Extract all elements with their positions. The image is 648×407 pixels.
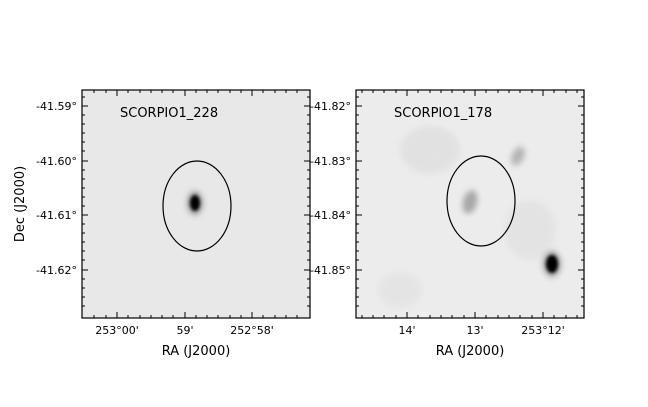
panel-right: -41.82° -41.83° -41.84° -41.85° 14' 13' … [310, 89, 585, 359]
y-axis-label: Dec (J2000) [13, 166, 28, 242]
x-tick-label: 59' [176, 324, 193, 337]
image-content [82, 90, 310, 318]
panel-left: -41.59° -41.60° -41.61° -41.62° 253°00' … [36, 89, 311, 359]
x-tick-label: 252°58' [230, 324, 274, 337]
source-core [546, 255, 558, 273]
x-axis-label: RA (J2000) [162, 344, 231, 359]
x-tick-label: 253°12' [521, 324, 565, 337]
aperture-ellipse [446, 155, 516, 247]
source-faint [511, 146, 525, 166]
image-frame [355, 89, 585, 319]
aperture-ellipse [162, 160, 232, 252]
y-tick-label: -41.84° [310, 209, 351, 222]
x-tick-label: 14' [398, 324, 415, 337]
source-core [190, 195, 200, 211]
panel-title: SCORPIO1_178 [394, 106, 492, 121]
image-content [356, 90, 584, 318]
y-tick-label: -41.61° [36, 209, 77, 222]
ticks-left [82, 90, 310, 318]
y-tick-label: -41.85° [310, 264, 351, 277]
source-blob [462, 190, 478, 214]
x-axis-label: RA (J2000) [436, 344, 505, 359]
x-tick-label: 13' [466, 324, 483, 337]
y-tick-label: -41.82° [310, 100, 351, 113]
y-tick-label: -41.60° [36, 155, 77, 168]
ticks-right [356, 90, 584, 318]
x-tick-label: 253°00' [95, 324, 139, 337]
y-tick-label: -41.62° [36, 264, 77, 277]
y-tick-label: -41.83° [310, 155, 351, 168]
panel-title: SCORPIO1_228 [120, 106, 218, 121]
y-tick-label: -41.59° [36, 100, 77, 113]
